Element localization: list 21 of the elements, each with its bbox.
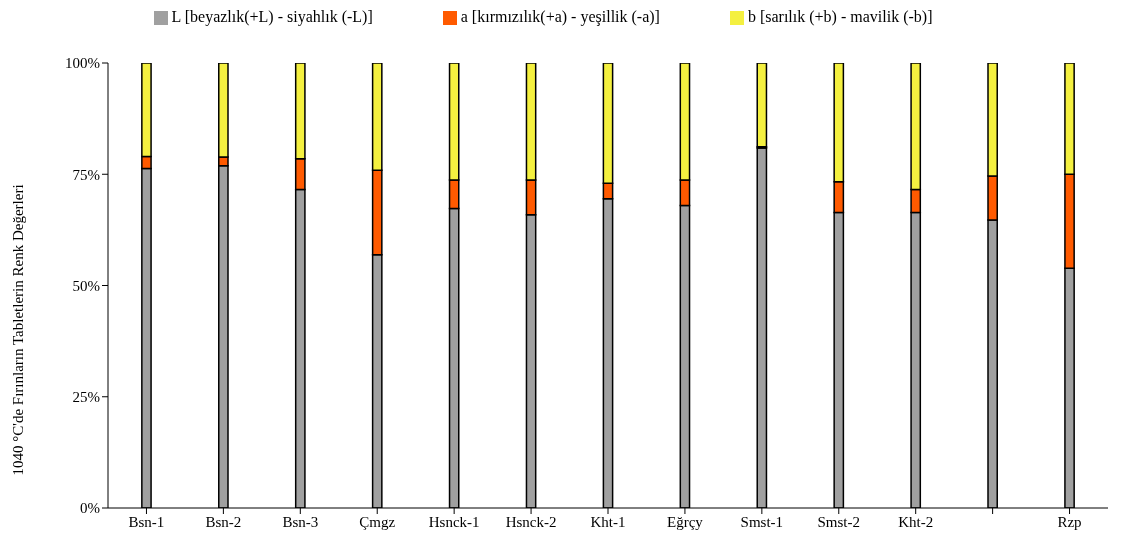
x-tick-label: Smst-2 [817,513,861,530]
y-tick-label: 50% [72,277,100,294]
x-tick-label: Bsn-3 [282,513,319,530]
x-tick-label: Hsnck-2 [505,513,557,530]
x-tick-label: Rzp [1057,513,1082,530]
legend-label: b [sarılık (+b) - mavilik (-b)] [747,8,933,25]
x-tick-label: Hsnck-1 [428,513,480,530]
x-tick-label: Bsn-1 [128,513,165,530]
y-tick-label: 75% [72,166,100,183]
y-tick-label: 100% [65,55,100,72]
x-tick-label: Kht-1 [590,513,626,530]
legend-label: a [kırmızılık(+a) - yeşillik (-a)] [460,8,660,25]
x-tick-label: Kht-2 [898,513,934,530]
x-tick-label: Eğrçy [667,513,704,530]
legend-label: L [beyazlık(+L) - siyahlık (-L)] [171,8,373,25]
x-tick-label: Smst-1 [740,513,784,530]
y-tick-label: 25% [72,389,100,406]
y-tick-label: 0% [80,500,100,517]
y-axis-title: 1040 °C'de Fırınların Tabletlerin Renk Değerleri [10,184,27,476]
x-tick-label: Çmgz [359,513,396,530]
x-tick-label: Bsn-2 [205,513,242,530]
